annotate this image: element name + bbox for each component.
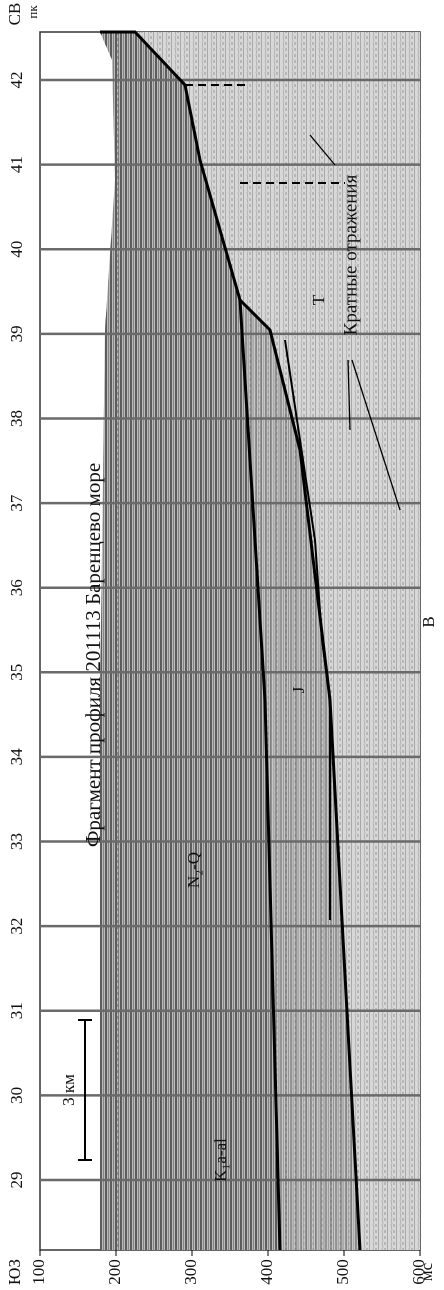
end-label: ЮЗ: [5, 1259, 24, 1285]
time-label: 100: [29, 1259, 48, 1285]
picket-label: 36: [7, 579, 26, 596]
seismic-layers-2: [240, 300, 360, 1250]
picket-label: 34: [7, 748, 26, 766]
time-label: 300: [181, 1259, 200, 1285]
time-label: 600: [409, 1259, 428, 1285]
horizon-label: J: [289, 686, 308, 693]
picket-label: 37: [7, 494, 26, 512]
unit-label: пк: [25, 5, 40, 19]
picket-label: 30: [7, 1087, 26, 1104]
picket-label: 32: [7, 918, 26, 935]
picket-label: 31: [7, 1002, 26, 1019]
end-label: СВ: [5, 3, 24, 26]
horizon-n2q: [100, 30, 282, 1251]
multiples-label: Кратные отражения: [340, 174, 361, 335]
unit-label: мс: [417, 1262, 436, 1281]
picket-label: 41: [7, 156, 26, 173]
horizon-label: T: [309, 294, 328, 305]
picket-label: 39: [7, 325, 26, 342]
picket-label: 33: [7, 833, 26, 850]
horizon-label: N₂-Q: [184, 852, 203, 888]
time-label: 400: [257, 1259, 276, 1285]
bottom-label: В: [419, 616, 438, 627]
picket-label: 40: [7, 241, 26, 258]
picket-label: 42: [7, 72, 26, 89]
scale-label: 3 км: [59, 1074, 78, 1106]
picket-label: 38: [7, 410, 26, 427]
time-label: 200: [105, 1259, 124, 1285]
title: Фрагмент профиля 201113 Баренцево море: [81, 463, 105, 847]
horizon-k1: [238, 298, 362, 1251]
horizon-j: [284, 339, 331, 920]
time-label: 500: [333, 1259, 352, 1285]
picket-label: 29: [7, 1172, 26, 1189]
horizon-label: K₁a-al: [211, 1138, 230, 1182]
scale-bar: [78, 1019, 92, 1161]
arrows: [309, 134, 401, 511]
picket-label: 35: [7, 664, 26, 681]
seismic-layers: [100, 32, 280, 1250]
